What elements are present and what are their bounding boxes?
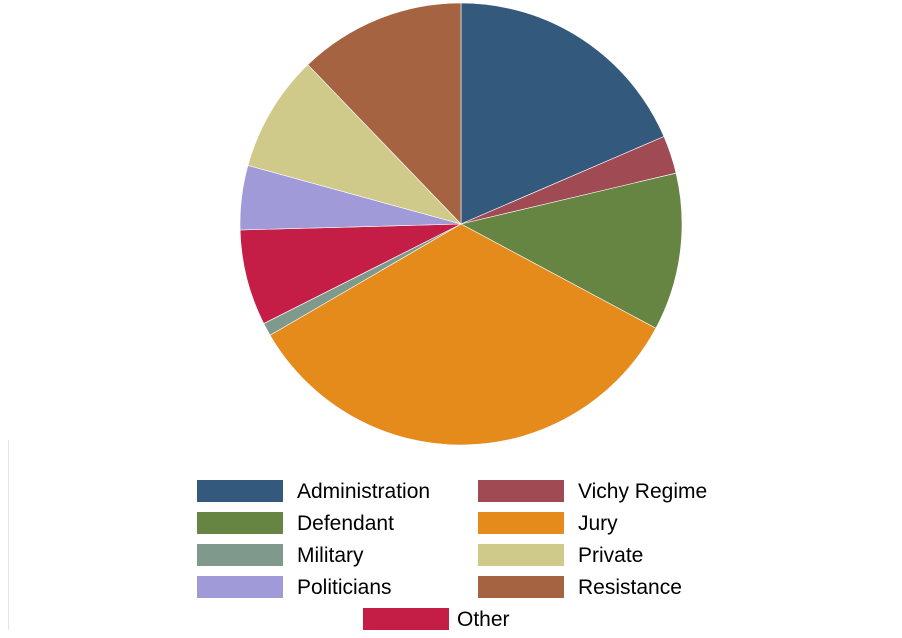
pie-slice-private xyxy=(247,64,462,225)
legend-swatch-private xyxy=(478,544,564,566)
legend-swatch-defendant xyxy=(197,512,283,534)
legend-label-vichy-regime: Vichy Regime xyxy=(578,480,707,503)
chart-legend: Administration Vichy Regime Defendant Jury M… xyxy=(197,480,707,631)
pie-slice-resistance xyxy=(307,2,462,225)
legend-label-military: Military xyxy=(297,544,364,567)
legend-swatch-jury xyxy=(478,512,564,534)
legend-label-other: Other xyxy=(457,608,510,631)
legend-swatch-military xyxy=(197,544,283,566)
legend-label-resistance: Resistance xyxy=(578,576,682,599)
legend-swatch-vichy-regime xyxy=(478,480,564,502)
legend-label-private: Private xyxy=(578,544,643,567)
legend-label-defendant: Defendant xyxy=(297,512,394,535)
legend-swatch-politicians xyxy=(197,576,283,598)
legend-swatch-other xyxy=(363,608,449,630)
pie-slice-defendant xyxy=(460,172,683,329)
pie-slice-administration xyxy=(460,2,665,225)
legend-swatch-resistance xyxy=(478,576,564,598)
legend-label-jury: Jury xyxy=(578,512,618,535)
legend-label-politicians: Politicians xyxy=(297,576,392,599)
left-edge-rule xyxy=(8,440,9,630)
pie-slices xyxy=(239,2,683,446)
legend-swatch-administration xyxy=(197,480,283,502)
legend-label-administration: Administration xyxy=(297,480,430,503)
